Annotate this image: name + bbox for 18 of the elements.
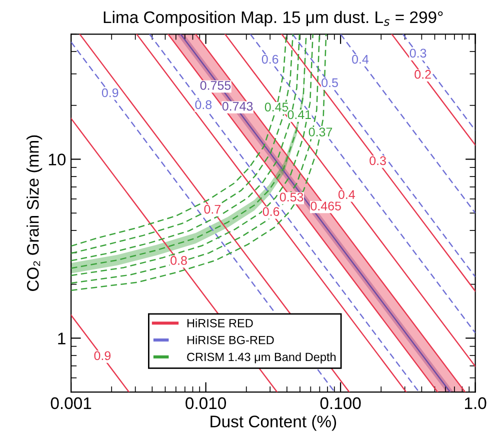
x-tick-label: 0.001 <box>50 397 92 410</box>
chart-title: Lima Composition Map. 15 μm dust. L$_{s}$ = 299° <box>104 10 443 26</box>
legend-label: CRISM 1.43 μm Band Depth <box>187 352 336 364</box>
annotation: 0.743 <box>222 102 253 111</box>
annotation: 0.4 <box>352 54 369 64</box>
annotation: 0.9 <box>102 88 118 98</box>
annotation: 0.8 <box>195 100 212 110</box>
x-tick-label: 0.010 <box>186 397 226 410</box>
x-tick-label: 1.0 <box>464 397 486 410</box>
x-axis-title: Dust Content (%) <box>210 415 336 431</box>
annotation: 0.6 <box>262 54 278 64</box>
y-tick-label: 10 <box>48 154 66 166</box>
y-axis-title: CO₂ Grain Size (mm) <box>26 135 42 291</box>
legend-label: HiRISE RED <box>187 318 253 328</box>
annotation: 0.755 <box>200 80 231 90</box>
y-tick-label: 1 <box>58 332 66 344</box>
x-tick-label: 0.100 <box>320 397 361 410</box>
legend-label: HiRISE BG-RED <box>187 336 274 344</box>
